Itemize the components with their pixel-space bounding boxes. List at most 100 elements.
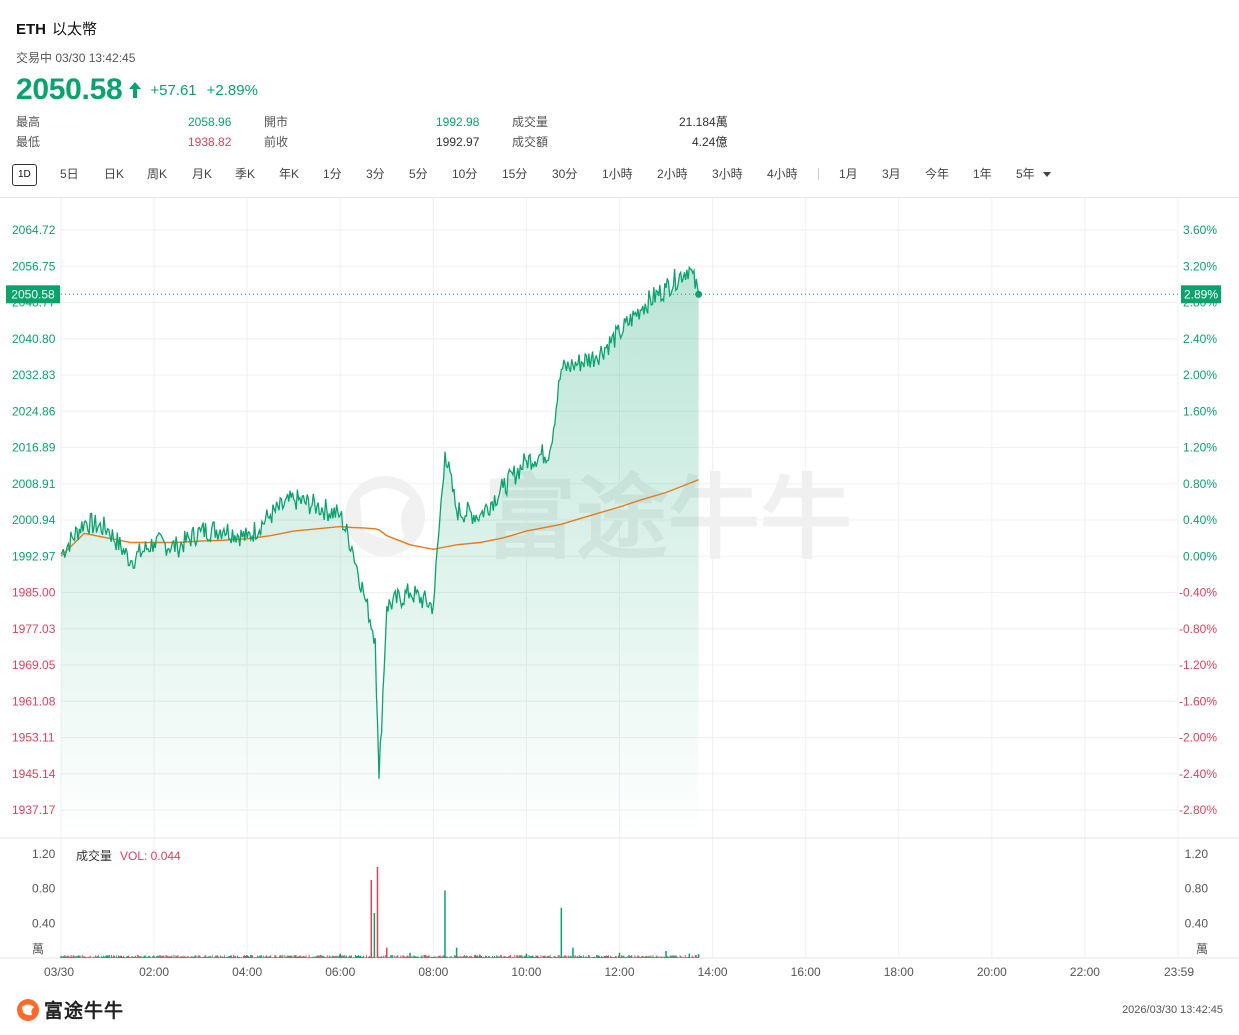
percent-tick-label: -2.80% [1179,803,1217,817]
volume-value: 21.184萬 [679,115,728,129]
price-tick-label: 1945.14 [12,767,56,781]
tab-daily-k[interactable]: 日K [104,167,125,181]
high-value: 2058.96 [188,115,232,129]
stats-row-2: 最低 1938.82 前收 1992.97 成交額 4.24億 [16,133,736,151]
time-tick-label: 16:00 [791,965,821,979]
price-change-pct: +2.89% [206,81,258,99]
volume-tick-label: 1.20 [32,847,56,861]
time-tick-label: 23:59 [1164,965,1194,979]
volume-tick-label: 萬 [1196,942,1208,956]
stats-row-1: 最高 2058.96 開市 1992.98 成交量 21.184萬 [16,113,736,131]
tab-5min[interactable]: 5分 [409,167,428,181]
tab-5d[interactable]: 5日 [60,167,79,181]
current-pct-tag [1181,285,1221,304]
time-tick-label: 22:00 [1070,965,1100,979]
percent-tick-label: -0.80% [1179,622,1217,636]
brand-name: 富途牛牛 [44,1001,125,1022]
time-tick-label: 10:00 [511,965,541,979]
percent-tick-label: 0.00% [1183,549,1217,563]
volume-label: 成交量 [76,848,112,863]
symbol: ETH [16,21,46,38]
tab-3min[interactable]: 3分 [366,167,385,181]
tab-weekly-k[interactable]: 周K [147,167,168,181]
percent-tick-label: -0.40% [1179,586,1217,600]
percent-tick-label: -1.60% [1179,694,1217,708]
price-tick-label: 2064.72 [12,223,56,237]
percent-tick-label: 2.00% [1183,368,1217,382]
tab-1month[interactable]: 1月 [839,167,858,181]
prev-close-label: 前收 [264,135,289,149]
current-price-tag-text: 2050.58 [11,287,55,301]
time-tick-label: 18:00 [884,965,914,979]
turnover-label: 成交額 [512,135,549,149]
tab-3month[interactable]: 3月 [882,167,901,181]
low-label: 最低 [16,135,41,149]
volume-tick-label: 萬 [32,942,44,956]
price-axis: 2064.722056.752048.772040.802032.832024.… [12,223,56,817]
percent-tick-label: -1.20% [1179,658,1217,672]
price-tick-label: 2016.89 [12,441,56,455]
chart-top-divider [0,197,1239,198]
price-line [60,265,700,779]
tab-5year[interactable]: 5年 [1016,163,1051,185]
percent-tick-label: 3.20% [1183,259,1217,273]
time-tick-label: 08:00 [418,965,448,979]
turnover-value: 4.24億 [692,135,728,149]
volume-tick-label: 0.80 [1185,882,1209,896]
price-tick-label: 1961.08 [12,694,56,708]
price-chart[interactable]: 富途牛牛 2064.722056.752048.772040.802032.83… [0,198,1239,988]
percent-tick-label: 1.60% [1183,404,1217,418]
time-tick-label: 14:00 [698,965,728,979]
prev-close-value: 1992.97 [436,135,480,149]
futu-logo-icon [17,998,39,1021]
price-tick-label: 1937.17 [12,803,56,817]
tab-1h[interactable]: 1小時 [602,167,633,181]
time-tick-label: 04:00 [232,965,262,979]
tab-10min[interactable]: 10分 [452,167,478,181]
percent-axis: 3.60%3.20%2.80%2.40%2.00%1.60%1.20%0.80%… [1179,223,1217,817]
tab-divider [818,168,819,180]
tab-5year-label: 5年 [1016,167,1035,181]
tab-1d[interactable]: 1D [12,164,37,186]
tab-3h[interactable]: 3小時 [712,167,743,181]
time-tick-label: 12:00 [604,965,634,979]
instrument-title: ETH 以太幣 [16,18,97,39]
volume-label: 成交量 [512,115,549,129]
price-tick-label: 2024.86 [12,404,56,418]
brand-logo: 富途牛牛 [16,996,124,1023]
price-tick-label: 1977.03 [12,622,56,636]
tab-yearly-k[interactable]: 年K [279,167,300,181]
volume-tick-label: 0.40 [32,916,56,930]
volume-panel: 1.20 1.20 0.80 0.80 0.40 0.40 萬 萬 成交量 VOL: 0.044 [32,847,1208,958]
volume-tick-label: 0.40 [1185,916,1209,930]
price-tick-label: 2056.75 [12,259,56,273]
high-label: 最高 [16,115,41,129]
tab-1min[interactable]: 1分 [323,167,342,181]
tab-30min[interactable]: 30分 [552,167,578,181]
average-price-line [60,479,699,557]
current-tags: 2050.58 2.89% [6,285,1221,304]
percent-tick-label: -2.00% [1179,731,1217,745]
current-pct-tag-text: 2.89% [1184,287,1218,301]
tab-monthly-k[interactable]: 月K [192,167,213,181]
percent-tick-label: 1.20% [1183,441,1217,455]
price-tick-label: 1992.97 [12,549,56,563]
tab-2h[interactable]: 2小時 [657,167,688,181]
current-price-dot [695,290,703,298]
percent-tick-label: 2.40% [1183,332,1217,346]
tab-4h[interactable]: 4小時 [767,167,798,181]
time-tick-label: 02:00 [139,965,169,979]
tab-quarterly-k[interactable]: 季K [235,167,256,181]
arrow-up-icon [129,82,142,98]
volume-indicator: VOL: 0.044 [120,849,181,863]
tab-15min[interactable]: 15分 [502,167,528,181]
last-price: 2050.58 [16,73,123,106]
percent-tick-label: 0.80% [1183,477,1217,491]
current-price-tag [6,285,60,304]
open-value: 1992.98 [436,115,480,129]
percent-tick-label: 3.60% [1183,223,1217,237]
tab-1year[interactable]: 1年 [973,167,992,181]
time-tick-label: 20:00 [977,965,1007,979]
chevron-down-icon [1042,172,1051,178]
tab-ytd[interactable]: 今年 [925,167,950,181]
